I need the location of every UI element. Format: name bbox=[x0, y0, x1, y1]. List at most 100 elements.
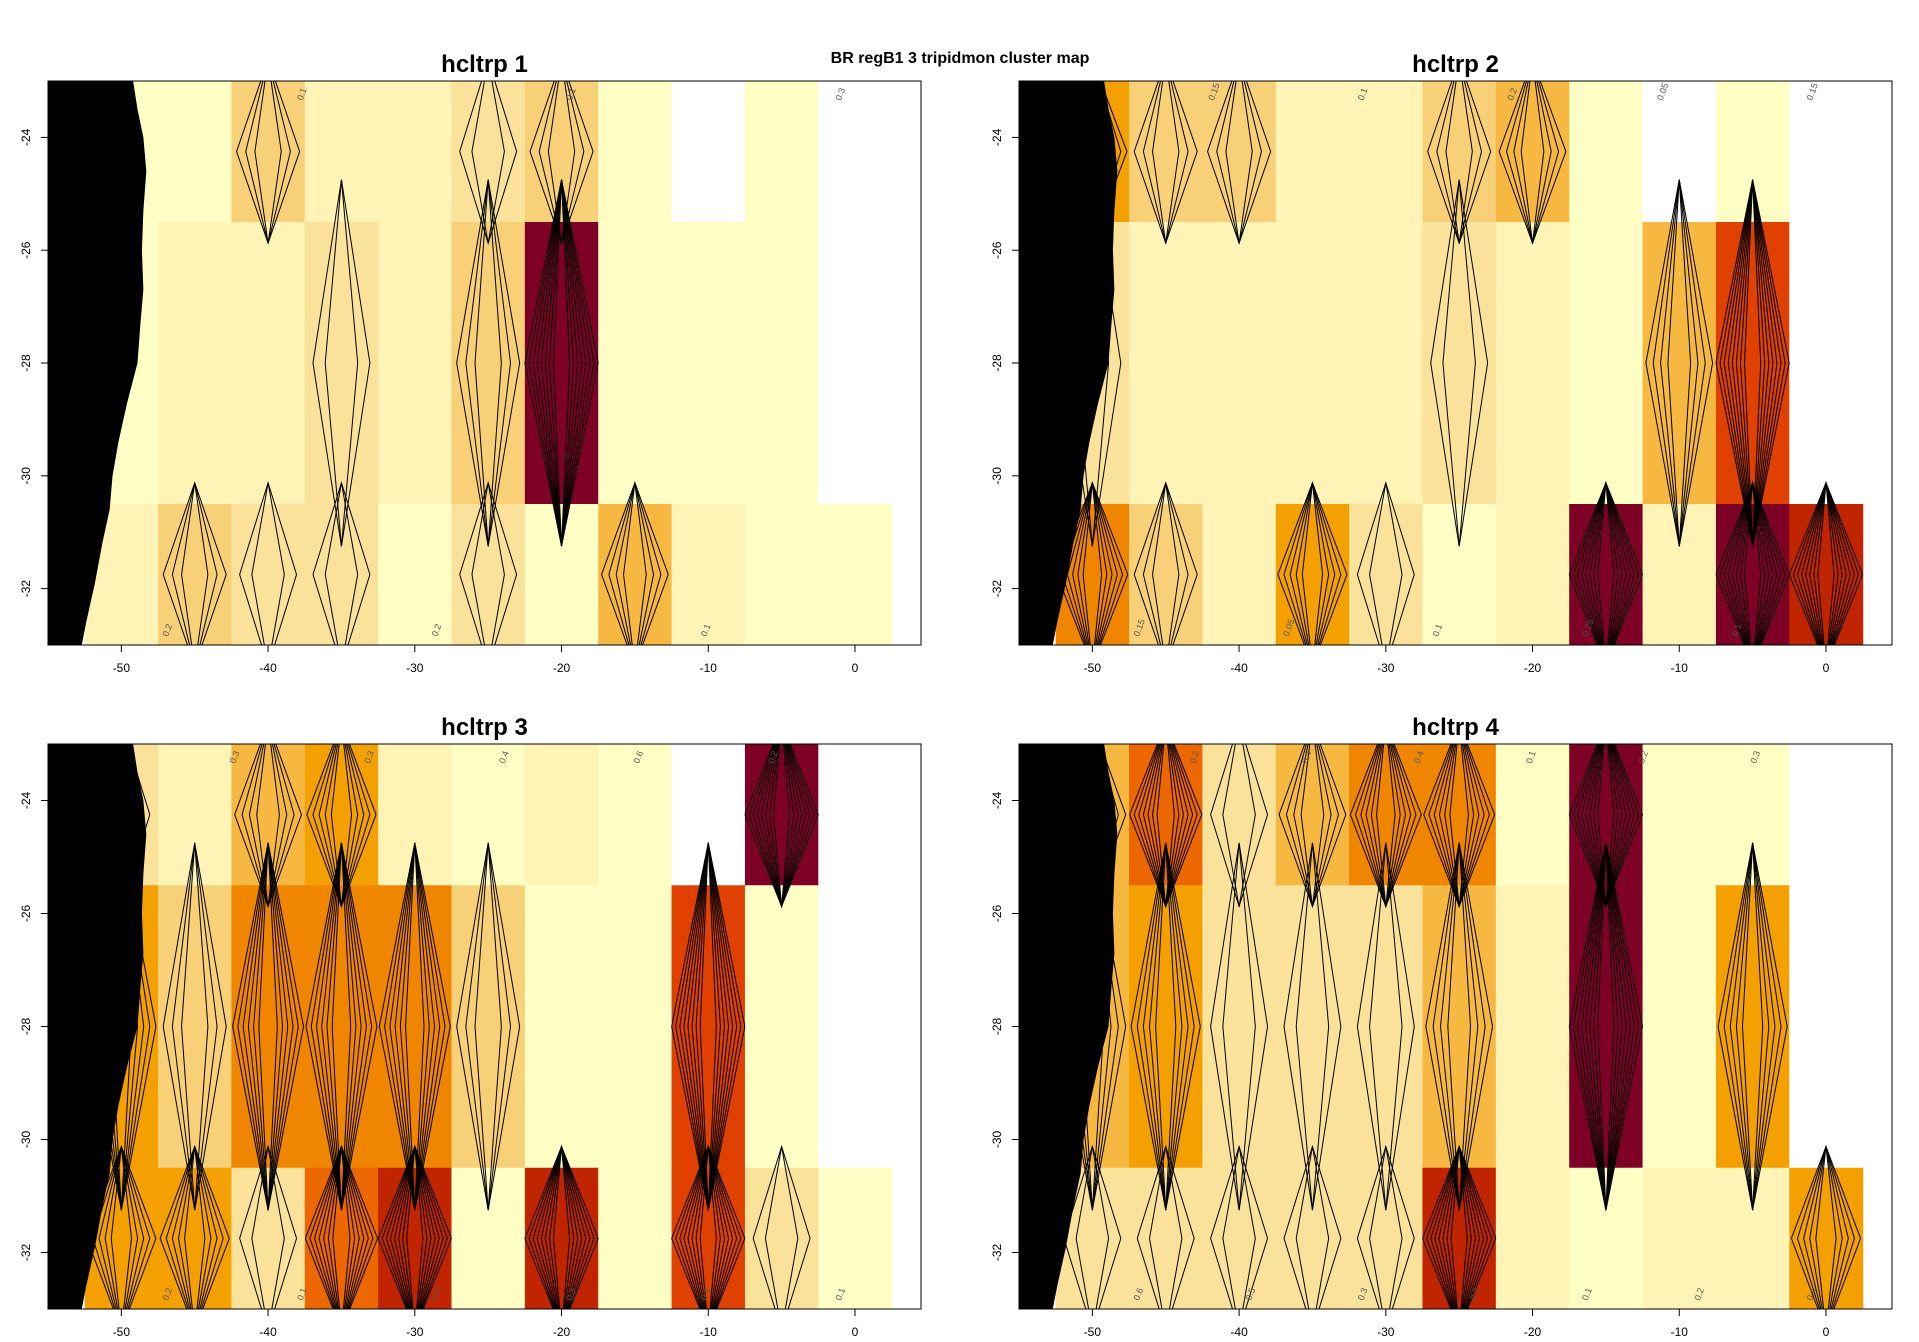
contour-line bbox=[1142, 482, 1189, 645]
contour-label: 0.1 bbox=[295, 1287, 309, 1302]
contour-label: 0.2 bbox=[430, 623, 444, 638]
heatmap-cell bbox=[378, 222, 453, 505]
contour-line bbox=[98, 1146, 145, 1309]
heatmap-cell bbox=[1202, 222, 1277, 505]
contour-line bbox=[402, 1146, 428, 1309]
heatmap-cell bbox=[231, 885, 306, 1169]
contour-line bbox=[683, 1144, 734, 1309]
contour-line bbox=[474, 179, 502, 547]
heatmap-cell bbox=[818, 885, 893, 1169]
heatmap-cell bbox=[304, 222, 379, 505]
contour-line bbox=[1210, 1144, 1269, 1309]
contour-line bbox=[251, 482, 285, 645]
heatmap-cell bbox=[378, 504, 453, 645]
contour-label: 0.1 bbox=[1356, 87, 1370, 102]
y-tick-label: -28 bbox=[990, 354, 1004, 372]
contour-line bbox=[332, 1146, 351, 1309]
contour-line bbox=[1580, 480, 1631, 645]
heatmap-cell bbox=[1349, 81, 1424, 223]
heatmap-cell bbox=[158, 504, 233, 645]
y-tick-label: -32 bbox=[19, 1244, 33, 1262]
contour-line bbox=[540, 1146, 583, 1309]
heatmap-cell bbox=[744, 504, 819, 645]
contour-line bbox=[1719, 481, 1786, 645]
heatmap-cell bbox=[1202, 885, 1277, 1169]
heatmap-cell bbox=[1129, 222, 1204, 505]
heatmap-cell bbox=[818, 504, 893, 645]
x-tick-label: -40 bbox=[1230, 1325, 1248, 1339]
contour-line bbox=[181, 842, 209, 1211]
contour-line bbox=[177, 1146, 212, 1309]
contour-line bbox=[1809, 482, 1843, 645]
heatmap-cell bbox=[378, 81, 453, 223]
heatmap-cell bbox=[1422, 744, 1497, 886]
heatmap-cell bbox=[1202, 744, 1277, 886]
heatmap-cell bbox=[1275, 504, 1350, 645]
contour-line bbox=[393, 1146, 436, 1309]
contour-label: 0.4 bbox=[1412, 750, 1426, 765]
contour-line bbox=[1790, 1145, 1862, 1309]
contour-line bbox=[1741, 842, 1764, 1211]
contour-line bbox=[1796, 1144, 1855, 1309]
x-tick-label: -10 bbox=[1671, 661, 1689, 675]
y-tick-label: -28 bbox=[19, 354, 33, 372]
heatmap-cell bbox=[1569, 744, 1644, 886]
contour-line bbox=[1449, 744, 1469, 907]
heatmap-cell bbox=[1642, 504, 1717, 645]
x-tick-label: -30 bbox=[1377, 661, 1395, 675]
contour-line bbox=[1727, 480, 1778, 645]
heatmap-cell bbox=[1422, 504, 1497, 645]
contour-line bbox=[764, 1146, 799, 1309]
heatmap-cell bbox=[451, 885, 526, 1169]
heatmap-cell bbox=[1495, 504, 1570, 645]
contour-line bbox=[1788, 481, 1864, 645]
contour-label: 0.2 bbox=[160, 1287, 174, 1302]
contour-line bbox=[1739, 482, 1766, 645]
contour-line bbox=[1434, 1144, 1485, 1309]
contour-line bbox=[104, 1146, 139, 1309]
contour-line bbox=[1447, 842, 1472, 1211]
contour-line bbox=[544, 1146, 579, 1309]
contour-line bbox=[110, 1146, 132, 1309]
heatmap-cell bbox=[598, 222, 673, 505]
land-mass bbox=[48, 744, 147, 1309]
contour-line bbox=[184, 1146, 206, 1309]
contour-line bbox=[1283, 481, 1342, 645]
plot-area: 0.2 0.3 0.1 0.3 0.5 0.4 0.3 0.6 0.1 0.2 0.1 bbox=[48, 744, 893, 1309]
x-tick-label: -50 bbox=[1084, 661, 1102, 675]
contour-line bbox=[1744, 179, 1762, 547]
contour-line bbox=[528, 1145, 595, 1309]
contour-line bbox=[1430, 1144, 1489, 1309]
contour-line bbox=[1082, 482, 1103, 645]
contour-line bbox=[92, 1144, 151, 1309]
heatmap-cell bbox=[744, 885, 819, 1169]
heatmap-cell bbox=[451, 81, 526, 223]
contour-line bbox=[405, 842, 425, 1211]
contour-line bbox=[623, 482, 647, 645]
contour-line bbox=[1597, 842, 1615, 1211]
heatmap-cell bbox=[1642, 81, 1717, 223]
contour-line bbox=[331, 842, 352, 1211]
heatmap-cell bbox=[1569, 81, 1644, 223]
x-tick-label: -10 bbox=[700, 661, 718, 675]
x-tick-label: -30 bbox=[406, 1325, 424, 1339]
contour-line bbox=[1356, 481, 1415, 645]
contour-label: 0.3 bbox=[362, 750, 376, 765]
contour-label: 0.5 bbox=[1244, 1287, 1258, 1302]
heatmap-cell bbox=[231, 1167, 306, 1309]
contour-line bbox=[1301, 482, 1324, 645]
x-tick-label: -40 bbox=[259, 661, 277, 675]
contour-line bbox=[1356, 1144, 1415, 1309]
contour-line bbox=[1813, 482, 1839, 645]
heatmap-cell bbox=[1789, 744, 1864, 886]
y-tick-label: -24 bbox=[19, 128, 33, 146]
heatmap-cell bbox=[378, 1167, 453, 1309]
contour-line bbox=[256, 744, 280, 907]
contour-line bbox=[1445, 81, 1473, 244]
heatmap-cell bbox=[1349, 885, 1424, 1169]
heatmap-cell bbox=[598, 81, 673, 223]
contour-label: 0.1 bbox=[1580, 1287, 1594, 1302]
heatmap-cell bbox=[304, 1167, 379, 1309]
contour-line bbox=[309, 1145, 374, 1309]
heatmap-cell bbox=[1275, 744, 1350, 886]
